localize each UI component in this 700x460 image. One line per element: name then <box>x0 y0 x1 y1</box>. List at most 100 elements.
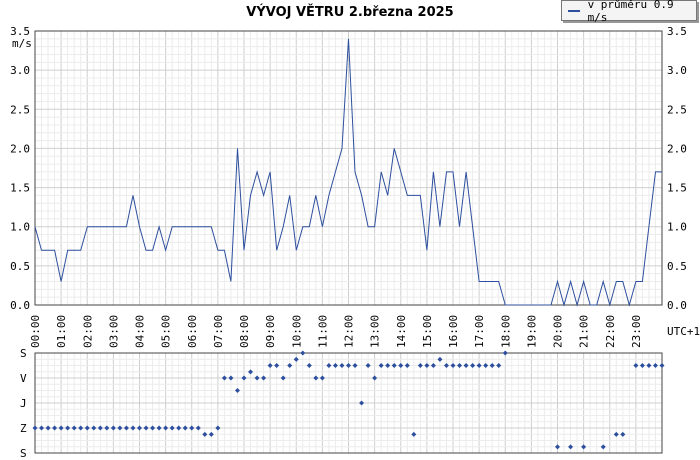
direction-point <box>639 363 645 368</box>
direction-point <box>319 375 325 381</box>
x-tick-label: 23:00 <box>630 315 643 348</box>
speed-series <box>34 38 662 307</box>
x-tick-label: 15:00 <box>421 315 434 348</box>
direction-point <box>600 444 606 450</box>
direction-point <box>659 363 665 368</box>
direction-point <box>189 425 195 431</box>
y-tick-label-right: 2.0 <box>667 142 687 155</box>
y-tick-label-left: 0.5 <box>10 260 30 273</box>
direction-point <box>182 425 188 431</box>
x-tick-label: 07:00 <box>212 315 225 348</box>
direction-point <box>411 431 417 437</box>
plot-border <box>34 352 663 454</box>
direction-point <box>568 444 574 450</box>
y-tick-label-right: 0.0 <box>667 299 687 312</box>
direction-point <box>613 431 619 437</box>
direction-point <box>555 444 560 450</box>
y-tick-label-left: 3.0 <box>10 64 30 77</box>
direction-plot-frame <box>34 352 663 454</box>
direction-point <box>391 363 397 368</box>
direction-point <box>450 363 456 368</box>
direction-point <box>117 425 123 431</box>
direction-point <box>150 425 156 431</box>
direction-point <box>163 425 169 431</box>
direction-point <box>32 425 38 431</box>
direction-point <box>208 431 214 437</box>
direction-point <box>443 363 449 368</box>
y-tick-label-left: 2.0 <box>10 142 30 155</box>
direction-point <box>339 363 345 368</box>
legend-label: v průměru 0.9 m/s <box>587 0 674 24</box>
direction-point <box>359 400 365 406</box>
time-x-axis: 00:00 01:00 02:00 03:00 04:00 05:00 06:00 07:00… <box>29 315 700 348</box>
direction-point <box>293 356 299 362</box>
direction-point <box>424 363 430 368</box>
direction-point <box>228 375 234 381</box>
direction-point <box>457 363 463 368</box>
direction-point <box>221 375 227 381</box>
x-tick-label: 21:00 <box>578 315 591 348</box>
direction-point <box>417 363 423 368</box>
y-tick-label-left: 1.0 <box>10 221 30 234</box>
x-tick-label: 18:00 <box>499 315 512 348</box>
direction-point <box>267 363 273 368</box>
direction-point <box>398 363 404 368</box>
direction-point <box>633 363 639 368</box>
direction-point <box>274 363 280 368</box>
speed-plot-grid <box>35 31 662 305</box>
direction-point <box>365 363 371 368</box>
direction-point <box>476 363 482 368</box>
direction-point <box>156 425 162 431</box>
direction-point <box>123 425 129 431</box>
unit-label: m/s <box>12 37 32 50</box>
chart-title: VÝVOJ VĚTRU 2.března 2025 <box>246 5 454 20</box>
direction-point <box>71 425 77 431</box>
x-tick-label: 02:00 <box>81 315 94 348</box>
direction-point <box>306 363 312 368</box>
direction-point <box>137 425 142 431</box>
direction-point <box>620 431 626 437</box>
direction-point <box>332 363 338 368</box>
direction-point <box>437 356 443 362</box>
x-tick-label: 05:00 <box>160 315 173 348</box>
direction-point <box>581 444 587 450</box>
direction-point <box>110 425 116 431</box>
direction-point <box>496 363 502 368</box>
y-tick-label-right: 3.0 <box>667 64 687 77</box>
direction-point <box>385 363 391 368</box>
y-tick-label-right: 0.5 <box>667 260 687 273</box>
speed-line <box>34 38 662 307</box>
x-tick-label: 20:00 <box>552 315 565 348</box>
x-tick-label: 08:00 <box>238 315 251 348</box>
x-tick-label: 19:00 <box>525 315 538 348</box>
direction-label: J <box>20 397 27 410</box>
direction-point <box>58 425 64 431</box>
direction-point <box>470 363 476 368</box>
direction-label: S <box>20 347 27 360</box>
direction-point <box>652 363 658 368</box>
direction-point <box>39 425 45 431</box>
direction-label: V <box>20 372 27 385</box>
y-tick-label-left: 0.0 <box>10 299 30 312</box>
direction-point <box>241 375 247 381</box>
direction-point <box>234 388 240 393</box>
x-tick-label: 14:00 <box>395 315 408 348</box>
direction-point <box>104 425 110 431</box>
direction-point <box>300 350 306 356</box>
direction-point <box>91 425 97 431</box>
direction-point <box>215 425 221 431</box>
direction-point <box>261 375 267 381</box>
direction-point <box>84 425 90 431</box>
direction-point <box>280 375 286 381</box>
direction-point <box>326 363 332 368</box>
y-tick-label-right: 3.5 <box>667 25 687 38</box>
direction-point <box>287 363 293 368</box>
direction-point <box>202 431 208 437</box>
x-tick-label: 09:00 <box>264 315 277 348</box>
x-tick-label: 06:00 <box>186 315 199 348</box>
legend-box[interactable]: v průměru 0.9 m/s <box>561 0 697 24</box>
direction-point <box>254 375 260 381</box>
y-tick-label-left: 2.5 <box>10 103 30 116</box>
